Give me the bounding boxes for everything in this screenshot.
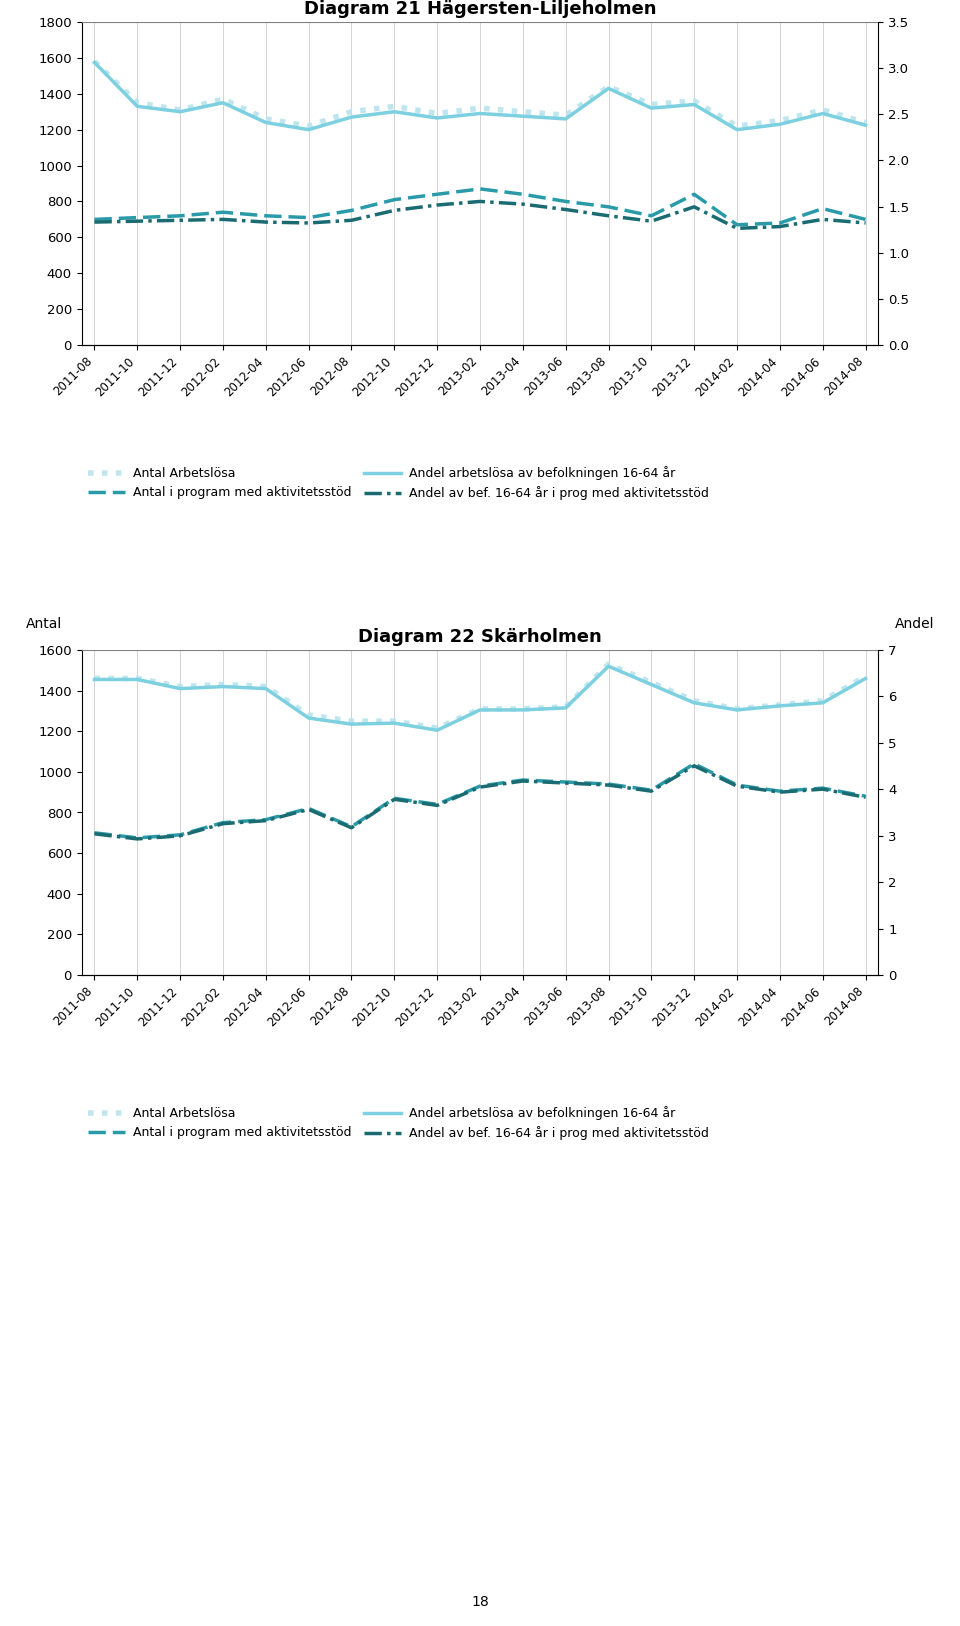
Text: 18: 18 [471, 1595, 489, 1610]
Text: Andel: Andel [895, 0, 934, 3]
Text: Antal: Antal [26, 0, 62, 3]
Legend: Antal Arbetslösa, Antal i program med aktivitetsstöd, Andel arbetslösa av befolk: Antal Arbetslösa, Antal i program med ak… [88, 1106, 708, 1140]
Title: Diagram 21 Hägersten-Liljeholmen: Diagram 21 Hägersten-Liljeholmen [303, 0, 657, 18]
Title: Diagram 22 Skärholmen: Diagram 22 Skärholmen [358, 628, 602, 646]
Text: Andel: Andel [895, 616, 934, 631]
Text: Antal: Antal [26, 616, 62, 631]
Legend: Antal Arbetslösa, Antal i program med aktivitetsstöd, Andel arbetslösa av befolk: Antal Arbetslösa, Antal i program med ak… [88, 467, 708, 501]
